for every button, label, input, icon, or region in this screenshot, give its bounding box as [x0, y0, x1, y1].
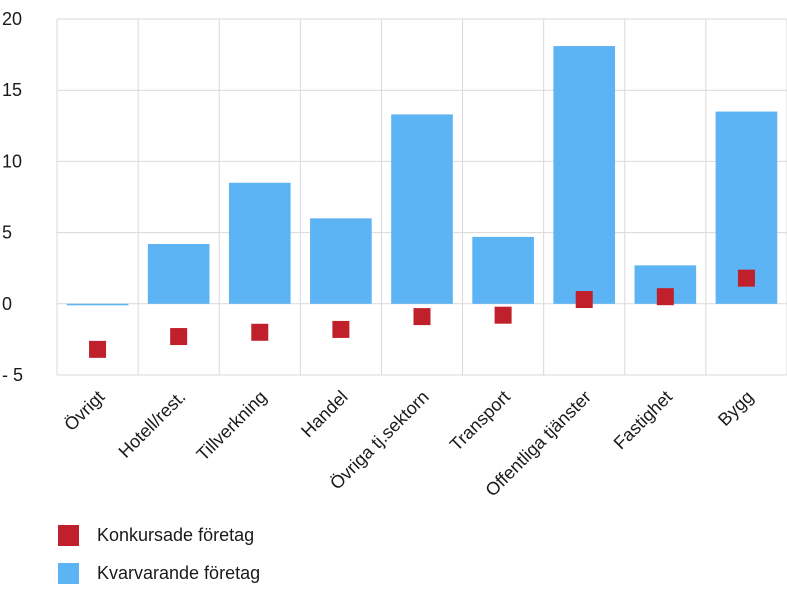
y-tick-label: 20	[2, 9, 22, 29]
marker-konkursade-4	[414, 308, 431, 325]
y-tick-label: - 5	[2, 365, 23, 385]
legend-label-kvarvarande: Kvarvarande företag	[97, 563, 260, 584]
marker-konkursade-2	[251, 324, 268, 341]
y-tick-label: 10	[2, 151, 22, 171]
legend-swatch-kvarvarande	[58, 563, 79, 584]
y-tick-label: 0	[2, 294, 12, 314]
legend-swatch-konkursade	[58, 525, 79, 546]
legend: Konkursade företag Kvarvarande företag	[58, 525, 260, 601]
bar-kvarvarande-2	[229, 183, 291, 304]
legend-item-kvarvarande: Kvarvarande företag	[58, 563, 260, 584]
x-tick-label: Hotell/rest.	[115, 387, 190, 462]
bar-kvarvarande-4	[391, 114, 453, 303]
legend-label-konkursade: Konkursade företag	[97, 525, 254, 546]
bar-kvarvarande-1	[148, 244, 210, 304]
y-axis-tick-labels: 20 15 10 5 0 - 5	[2, 9, 23, 385]
y-tick-label: 15	[2, 80, 22, 100]
chart: 20 15 10 5 0 - 5 Övrigt Hotell/rest. Tillverkni…	[0, 0, 787, 525]
marker-konkursade-6	[576, 291, 593, 308]
x-tick-label: Bygg	[714, 387, 757, 430]
legend-item-konkursade: Konkursade företag	[58, 525, 260, 546]
bar-kvarvarande-0	[67, 304, 129, 306]
marker-konkursade-3	[332, 321, 349, 338]
y-tick-label: 5	[2, 223, 12, 243]
marker-konkursade-8	[738, 270, 755, 287]
x-tick-label: Tillverkning	[193, 387, 271, 465]
x-tick-label: Fastighet	[610, 387, 677, 454]
x-tick-label: Transport	[446, 387, 514, 455]
x-tick-label: Handel	[297, 387, 351, 441]
marker-konkursade-7	[657, 288, 674, 305]
marker-konkursade-1	[170, 328, 187, 345]
x-tick-label: Övrigt	[60, 387, 108, 435]
bar-kvarvarande-6	[553, 46, 615, 304]
x-axis-tick-labels: Övrigt Hotell/rest. Tillverkning HandelÖvri…	[60, 387, 757, 501]
bar-series	[67, 46, 778, 305]
marker-konkursade-5	[495, 307, 512, 324]
bar-kvarvarande-5	[472, 237, 534, 304]
marker-konkursade-0	[89, 341, 106, 358]
bar-kvarvarande-3	[310, 218, 372, 303]
